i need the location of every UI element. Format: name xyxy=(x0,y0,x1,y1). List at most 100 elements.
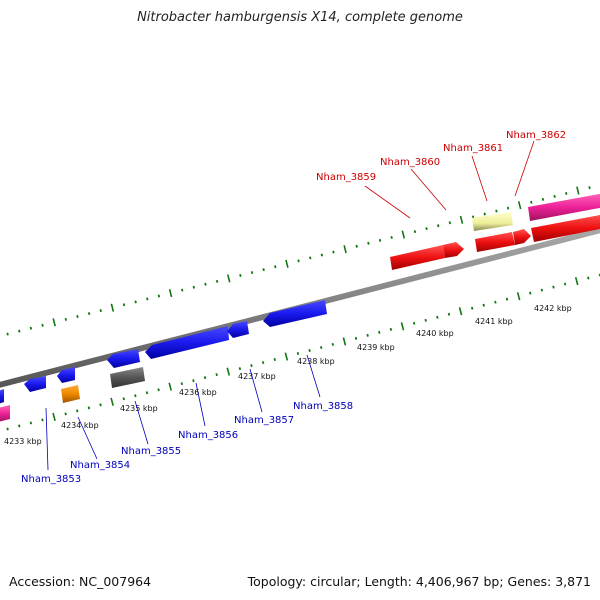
gene-label-nham-3860[interactable]: Nham_3860 xyxy=(380,157,440,168)
outer-major-tick xyxy=(110,303,115,312)
outer-minor-tick xyxy=(367,241,370,245)
genome-summary-text: Topology: circular; Length: 4,406,967 bp… xyxy=(247,574,591,589)
gene-feature-red-small[interactable] xyxy=(513,229,531,245)
callout-line-nham-3861 xyxy=(471,155,488,202)
gene-feature-nham-3854-blue[interactable] xyxy=(57,367,75,383)
inner-major-tick xyxy=(110,397,114,406)
inner-major-tick xyxy=(516,292,521,301)
gene-feature-partial-blue[interactable] xyxy=(0,389,4,404)
inner-major-tick xyxy=(226,367,231,376)
gene-feature-nham-3855[interactable] xyxy=(110,367,145,388)
gene-label-nham-3861[interactable]: Nham_3861 xyxy=(443,143,503,154)
outer-minor-tick xyxy=(204,282,207,286)
inner-minor-tick xyxy=(64,412,67,416)
gene-feature-nham-3862[interactable] xyxy=(528,193,600,221)
inner-minor-tick xyxy=(87,406,91,410)
inner-minor-tick xyxy=(494,300,497,304)
gene-feature-nham-3854[interactable] xyxy=(61,385,80,403)
inner-minor-tick xyxy=(366,333,369,337)
gene-feature-nham-3859[interactable] xyxy=(390,245,445,270)
gene-feature-partial-magenta[interactable] xyxy=(0,405,10,422)
outer-major-tick xyxy=(343,245,347,254)
outer-minor-tick xyxy=(309,256,312,260)
gene-label-nham-3862[interactable]: Nham_3862 xyxy=(506,130,566,141)
inner-minor-tick xyxy=(6,427,9,431)
map-title: Nitrobacter hamburgensis X14, complete g… xyxy=(137,10,463,25)
callout-line-nham-3862 xyxy=(514,140,535,197)
inner-minor-tick xyxy=(505,297,509,301)
gene-label-nham-3858[interactable]: Nham_3858 xyxy=(293,401,353,412)
inner-minor-tick xyxy=(563,282,567,286)
callout-line-nham-3855 xyxy=(134,400,149,445)
outer-major-tick xyxy=(401,230,406,239)
inner-minor-tick xyxy=(99,403,102,407)
inner-minor-tick xyxy=(76,409,79,413)
inner-minor-tick xyxy=(273,358,276,362)
inner-major-tick xyxy=(458,307,463,316)
callout-line-nham-3853 xyxy=(45,407,49,471)
tick-label-4237: 4237 kbp xyxy=(238,372,276,381)
inner-minor-tick xyxy=(354,336,358,340)
gene-feature-nham-3861[interactable] xyxy=(472,212,513,231)
callout-line-nham-3857 xyxy=(249,368,263,413)
inner-minor-tick xyxy=(389,327,393,331)
inner-tick-row xyxy=(6,273,600,431)
gene-label-nham-3856[interactable]: Nham_3856 xyxy=(178,430,238,441)
gene-label-nham-3854[interactable]: Nham_3854 xyxy=(70,460,130,471)
outer-minor-tick xyxy=(76,315,79,318)
gene-feature-nham-3853[interactable] xyxy=(24,376,46,392)
gene-label-nham-3857[interactable]: Nham_3857 xyxy=(234,415,294,426)
inner-major-tick xyxy=(168,382,172,391)
outer-major-tick xyxy=(517,201,522,210)
outer-minor-tick xyxy=(378,238,382,242)
inner-minor-tick xyxy=(436,315,439,319)
outer-minor-tick xyxy=(18,329,21,333)
outer-minor-tick xyxy=(250,271,254,275)
outer-minor-tick xyxy=(413,230,417,234)
outer-minor-tick xyxy=(99,309,102,313)
outer-minor-tick xyxy=(448,221,452,225)
outer-minor-tick xyxy=(215,279,219,283)
outer-minor-tick xyxy=(29,326,33,330)
inner-minor-tick xyxy=(18,424,21,428)
inner-major-tick xyxy=(284,352,289,361)
inner-minor-tick xyxy=(482,303,485,307)
inner-minor-tick xyxy=(41,418,44,422)
inner-minor-tick xyxy=(250,364,253,368)
gene-feature-nham-3861-red[interactable] xyxy=(475,232,515,252)
gene-feature-nham-3858[interactable] xyxy=(263,300,327,327)
inner-major-tick xyxy=(574,276,579,286)
outer-minor-tick xyxy=(495,209,498,213)
gene-feature-nham-3860[interactable] xyxy=(443,242,464,258)
inner-minor-tick xyxy=(308,349,311,352)
gene-label-nham-3859[interactable]: Nham_3859 xyxy=(316,172,376,183)
outer-minor-tick xyxy=(425,227,428,231)
inner-minor-tick xyxy=(145,391,149,395)
inner-minor-tick xyxy=(319,345,323,349)
outer-minor-tick xyxy=(6,332,9,336)
outer-tick-row xyxy=(6,186,591,336)
gene-feature-nham-3857[interactable] xyxy=(227,321,249,338)
gene-feature-nham-3855-blue[interactable] xyxy=(107,349,140,368)
outer-minor-tick xyxy=(541,197,545,201)
inner-minor-tick xyxy=(447,312,451,316)
outer-minor-tick xyxy=(262,268,265,272)
outer-major-tick xyxy=(168,288,173,298)
inner-minor-tick xyxy=(378,330,381,334)
inner-minor-tick xyxy=(412,321,416,325)
inner-minor-tick xyxy=(331,342,335,346)
gene-label-nham-3853[interactable]: Nham_3853 xyxy=(21,474,81,485)
accession-text: Accession: NC_007964 xyxy=(9,574,152,589)
inner-minor-tick xyxy=(470,306,474,310)
outer-minor-tick xyxy=(530,200,533,204)
inner-minor-tick xyxy=(424,318,427,322)
gene-feature-nham-3856[interactable] xyxy=(145,326,229,359)
inner-minor-tick xyxy=(29,421,33,425)
outer-minor-tick xyxy=(588,186,591,190)
outer-minor-tick xyxy=(320,253,324,257)
gene-feature-red-right[interactable] xyxy=(531,214,600,242)
gene-label-nham-3855[interactable]: Nham_3855 xyxy=(121,446,181,457)
outer-minor-tick xyxy=(41,323,44,327)
outer-minor-tick xyxy=(192,285,196,289)
tick-label-4241: 4241 kbp xyxy=(475,317,513,326)
